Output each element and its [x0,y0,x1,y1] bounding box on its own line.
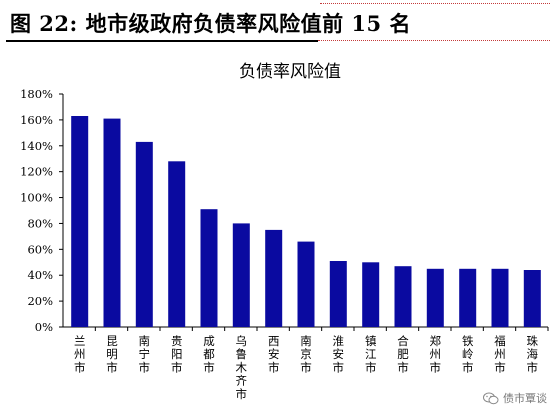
y-tick-label: 40% [27,268,53,282]
y-tick-label: 160% [20,113,53,127]
y-axis-ticks: 0% 20% 40% 60% 80% 100% 120% 140% 160% 180% [20,87,63,334]
x-tick-label: 昆明市 [106,334,118,374]
bar [394,266,412,327]
figure-header: 图 22: 地市级政府负债率风险值前 15 名 [0,0,555,46]
bar [491,268,509,328]
y-tick-label: 180% [20,87,53,101]
bar [168,161,186,327]
y-tick-label: 60% [27,242,53,256]
bar [135,141,153,327]
x-tick-label: 郑州市 [430,334,442,374]
y-tick-label: 20% [27,294,53,308]
x-tick-label: 兰州市 [74,334,86,374]
chart-title: 负债率风险值 [239,62,341,82]
x-tick-label: 南京市 [300,334,312,374]
y-tick-label: 140% [20,139,53,153]
decorative-dotted-rule-top [320,3,550,4]
x-tick-label: 镇江市 [365,334,377,374]
x-tick-label: 合肥市 [397,334,409,374]
x-tick-label: 西安市 [268,334,280,374]
watermark: 债市覃谈 [483,390,547,406]
x-axis-labels: 兰州市 昆明市 南宁市 贵阳市 成都市 乌鲁木齐市 西安市 南京市 淮安市 镇江市 合肥市 郑州市 铁岭… [74,334,539,401]
y-tick-label: 0% [35,320,53,334]
x-tick-label: 乌鲁木齐市 [236,334,248,401]
bar [71,116,89,327]
decorative-dotted-rule [318,40,550,41]
bar [265,229,283,327]
figure-title: 图 22: 地市级政府负债率风险值前 15 名 [10,11,411,36]
bar [362,262,380,327]
bar [329,261,347,327]
bar [297,241,315,327]
watermark-text: 债市覃谈 [503,392,547,405]
y-tick-label: 80% [27,216,53,230]
x-tick-label: 淮安市 [333,334,345,374]
y-tick-label: 100% [20,191,53,205]
x-tick-label: 福州市 [494,334,506,374]
bar [459,268,477,328]
x-tick-label: 成都市 [203,334,215,374]
x-tick-label: 南宁市 [139,334,151,374]
bar [200,209,218,327]
wechat-icon [483,392,499,404]
bar [523,270,541,327]
bar-chart: 负债率风险值 0% 20% 40% 60% 80% 100% 120% 140% 160% 180… [0,46,555,416]
x-tick-label: 铁岭市 [462,334,474,374]
bar-chart-svg: 负债率风险值 0% 20% 40% 60% 80% 100% 120% 140% 160% 180… [20,62,549,401]
y-tick-label: 120% [20,165,53,179]
x-tick-label: 珠海市 [527,334,539,374]
bar [232,223,250,327]
bar [103,118,121,327]
bar [426,268,444,328]
x-tick-label: 贵阳市 [171,334,183,374]
title-underline [6,40,318,42]
bars [71,116,541,328]
